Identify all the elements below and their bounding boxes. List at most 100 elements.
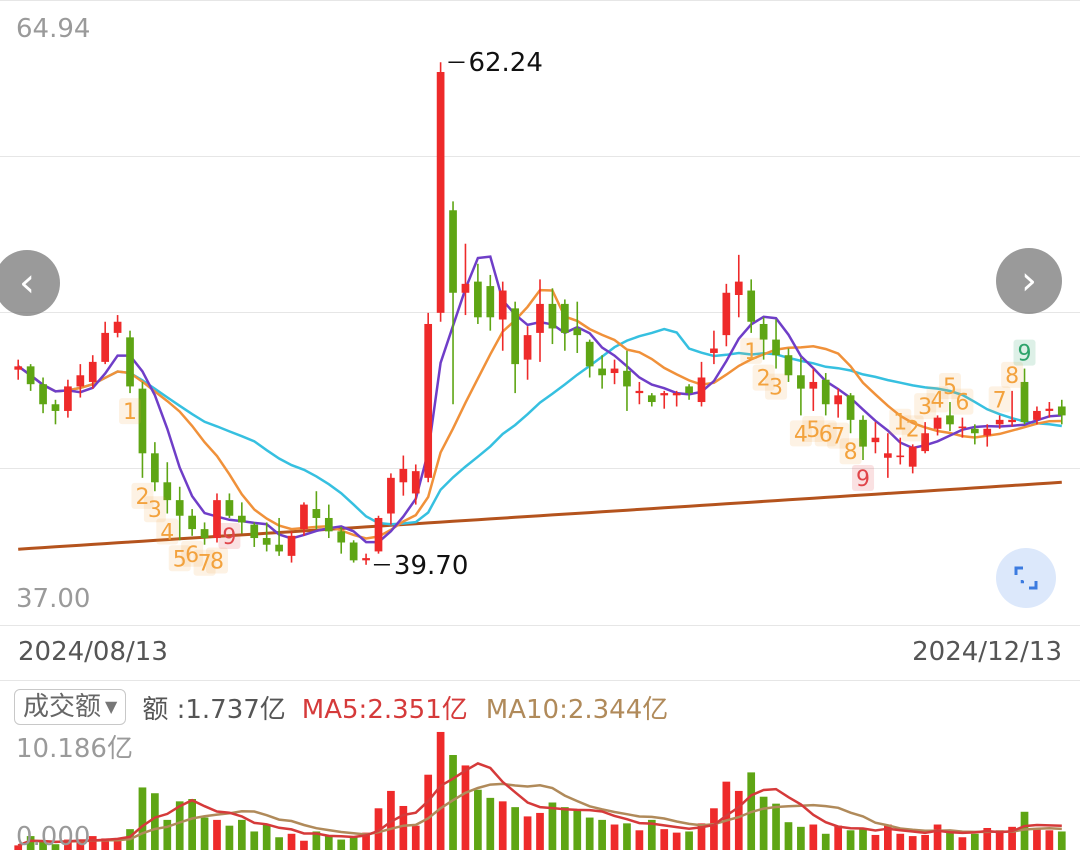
td-label-26: 9 (1013, 339, 1036, 367)
volume-bar-69 (871, 834, 880, 850)
candle-68 (859, 415, 867, 460)
candle-body-46 (585, 341, 594, 367)
candle-body-44 (560, 303, 569, 333)
candle-4 (64, 379, 72, 418)
expand-icon[interactable] (996, 548, 1056, 608)
volume-max-label: 10.186亿 (16, 734, 133, 764)
candle-body-37 (474, 281, 482, 318)
chevron-right-icon[interactable]: › (996, 248, 1062, 314)
candle-body-48 (610, 368, 619, 374)
candle-40 (511, 301, 520, 394)
td-label-bg-7 (205, 547, 228, 574)
candle-34 (436, 62, 445, 322)
td-label-6: 7 (193, 549, 216, 577)
volume-bar-49 (623, 823, 631, 850)
td-label-18: 1 (889, 408, 912, 436)
td-label-bg-17 (852, 464, 875, 491)
candle-11 (151, 442, 159, 492)
volume-bar-4 (64, 839, 72, 850)
candle-56 (710, 330, 718, 365)
volume-bar-53 (672, 832, 681, 850)
td-label-24: 7 (988, 386, 1011, 413)
td-label-bg-20 (914, 393, 937, 420)
candle-27 (349, 540, 358, 563)
candle-23 (300, 502, 308, 536)
candle-36 (461, 243, 470, 316)
candle-17 (225, 493, 234, 518)
td-label-bg-14 (814, 420, 837, 447)
volume-bar-45 (573, 810, 582, 850)
end-date-label: 2024/12/13 (912, 637, 1062, 667)
td-label-bg-6 (193, 549, 216, 576)
candle-body-18 (237, 515, 246, 523)
volume-bar-62 (784, 822, 793, 850)
candle-48 (610, 359, 619, 385)
candle-15 (200, 522, 209, 545)
td-label-text-14: 6 (819, 422, 833, 447)
start-date-label: 2024/08/13 (18, 637, 168, 667)
td-label-bg-19 (901, 415, 924, 442)
td-label-10: 2 (752, 364, 775, 392)
td-label-text-2: 3 (148, 498, 162, 523)
td-label-text-20: 3 (918, 395, 932, 420)
candle-body-26 (337, 531, 346, 543)
candle-body-7 (101, 332, 110, 362)
volume-bar-24 (312, 831, 321, 850)
candle-55 (697, 361, 706, 407)
chevron-left-icon[interactable]: ‹ (0, 250, 60, 316)
candle-body-27 (349, 542, 358, 561)
low-annotation-label: 39.70 (394, 551, 468, 581)
td-label-bg-2 (143, 496, 166, 523)
volume-bar-16 (213, 819, 221, 850)
candle-2 (39, 377, 47, 414)
candle-body-54 (685, 386, 693, 394)
td-label-text-12: 4 (794, 422, 808, 447)
candle-body-64 (809, 381, 818, 389)
volume-bar-19 (250, 831, 259, 850)
volume-indicator-selector[interactable]: 成交额 ▼ (14, 689, 127, 725)
candle-32 (411, 464, 420, 505)
td-label-text-24: 7 (993, 388, 1007, 413)
candle-58 (734, 254, 743, 318)
volume-bar-39 (498, 801, 507, 850)
td-label-bg-3 (156, 518, 179, 545)
candle-13 (175, 486, 184, 541)
candle-7 (101, 321, 110, 365)
candle-65 (821, 373, 830, 416)
candle-76 (958, 417, 967, 438)
volume-bar-48 (610, 824, 619, 850)
volume-bar-25 (324, 836, 333, 850)
candle-74 (933, 415, 942, 436)
td-label-23: 6 (951, 388, 974, 416)
candle-29 (374, 515, 383, 554)
candle-66 (834, 388, 843, 418)
volume-bar-20 (262, 824, 271, 850)
candle-body-33 (424, 323, 433, 478)
td-label-text-3: 4 (160, 521, 174, 546)
volume-min-label: 0.000 (16, 822, 91, 852)
candle-83 (1045, 402, 1054, 418)
td-label-bg-25 (1001, 361, 1024, 388)
candle-79 (995, 415, 1004, 429)
candle-31 (399, 455, 408, 496)
td-label-text-0: 1 (123, 400, 137, 425)
candle-body-61 (772, 339, 780, 356)
volume-bar-40 (511, 807, 520, 850)
td-label-5: 6 (181, 540, 204, 568)
candle-body-60 (759, 323, 768, 340)
candle-28 (362, 553, 370, 565)
volume-bar-15 (200, 817, 209, 850)
candle-37 (474, 263, 482, 324)
volume-bar-29 (374, 808, 383, 850)
candle-body-80 (1008, 419, 1016, 423)
volume-bar-35 (449, 755, 457, 850)
volume-selector-label: 成交额 (23, 692, 102, 722)
candle-73 (921, 422, 929, 454)
volume-bar-51 (647, 819, 656, 850)
volume-ma5-label: MA5:2.351亿 (301, 694, 468, 725)
td-label-text-16: 8 (844, 440, 858, 465)
volume-bar-78 (983, 827, 992, 850)
volume-bar-72 (908, 836, 917, 850)
candle-body-0 (14, 366, 23, 370)
td-label-text-17: 9 (856, 467, 870, 492)
